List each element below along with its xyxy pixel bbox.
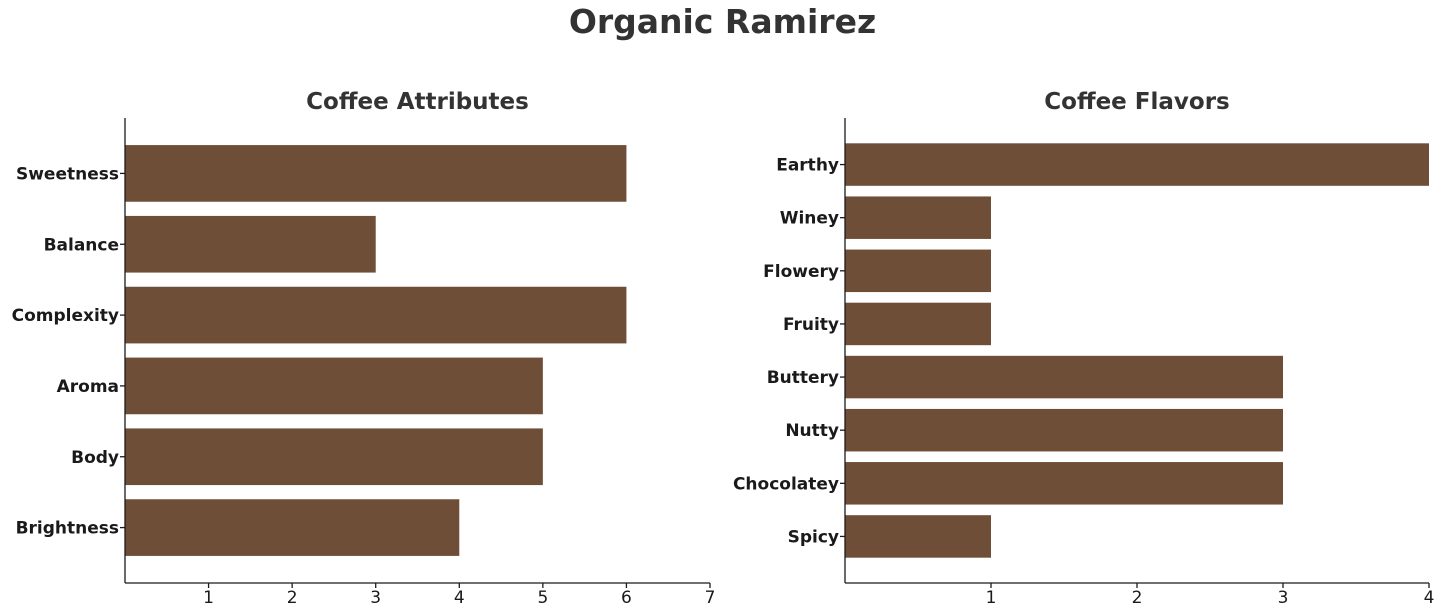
category-label-flowery: Flowery — [763, 262, 839, 282]
bar-balance — [125, 215, 376, 273]
category-label-spicy: Spicy — [788, 527, 839, 547]
x-tick-label: 1 — [986, 588, 997, 608]
bar-earthy — [845, 143, 1429, 186]
bar-flowery — [845, 249, 991, 293]
category-label-balance: Balance — [44, 235, 119, 255]
bar-aroma — [125, 357, 543, 415]
category-label-complexity: Complexity — [12, 306, 119, 326]
x-tick-label: 1 — [203, 588, 214, 608]
bar-buttery — [845, 355, 1283, 399]
x-tick-label: 2 — [287, 588, 298, 608]
bar-sweetness — [125, 145, 627, 202]
category-label-nutty: Nutty — [785, 421, 839, 441]
chart-title-1: Coffee Flavors — [1044, 89, 1229, 115]
x-tick-label: 4 — [454, 588, 465, 608]
x-tick-label: 5 — [537, 588, 548, 608]
coffee-flavors-chart: Coffee Flavors Earthy Winey Flowery Fruity Bu… — [733, 89, 1434, 608]
bar-complexity — [125, 286, 627, 344]
category-label-buttery: Buttery — [767, 368, 839, 388]
x-tick-label: 3 — [1278, 588, 1289, 608]
bar-winey — [845, 196, 991, 239]
x-tick-label: 7 — [705, 588, 716, 608]
bar-spicy — [845, 515, 991, 558]
category-label-sweetness: Sweetness — [16, 164, 119, 184]
page-title: Organic Ramirez — [568, 2, 877, 41]
category-label-fruity: Fruity — [783, 315, 839, 335]
category-label-winey: Winey — [780, 209, 839, 229]
bar-nutty — [845, 408, 1283, 452]
category-label-chocolatey: Chocolatey — [733, 474, 839, 494]
bar-brightness — [125, 499, 460, 556]
category-label-aroma: Aroma — [57, 377, 119, 397]
x-tick-label: 4 — [1424, 588, 1435, 608]
bar-body — [125, 428, 543, 486]
category-label-brightness: Brightness — [16, 519, 119, 539]
x-tick-label: 3 — [370, 588, 381, 608]
chart-title-0: Coffee Attributes — [306, 89, 529, 115]
bar-chocolatey — [845, 462, 1283, 505]
category-label-body: Body — [71, 448, 119, 468]
category-label-earthy: Earthy — [776, 156, 839, 176]
x-tick-label: 6 — [621, 588, 632, 608]
bar-fruity — [845, 302, 991, 346]
x-tick-label: 2 — [1132, 588, 1143, 608]
coffee-attributes-chart: Coffee Attributes Sweetness Balance Complex… — [12, 89, 716, 608]
